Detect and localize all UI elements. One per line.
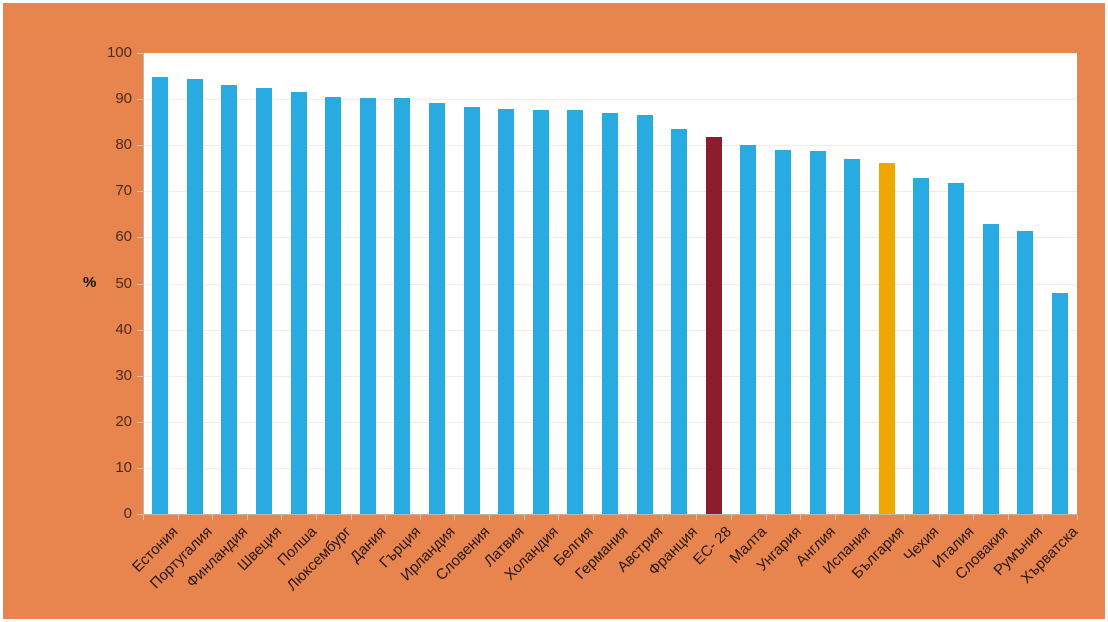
y-axis-tick [137, 191, 143, 193]
x-axis-tick [558, 515, 560, 520]
bar-Финландия [221, 85, 238, 514]
y-axis-tick [137, 467, 143, 469]
x-axis-tick [488, 515, 490, 520]
bar-Холандия [532, 109, 549, 514]
bar-Австрия [636, 114, 653, 514]
y-tick-label-100: 100 [106, 44, 132, 61]
x-axis-line [143, 514, 1077, 515]
bar-България [878, 162, 895, 514]
x-axis-tick [143, 515, 144, 520]
bar-Ирландия [429, 102, 446, 514]
bar-Словакия [982, 223, 999, 514]
x-axis-tick [834, 515, 836, 520]
bar-Дания [359, 98, 376, 514]
y-tick-label-10: 10 [115, 458, 132, 476]
x-axis-tick [731, 515, 733, 520]
x-axis-tick [1007, 515, 1009, 520]
x-axis-tick [938, 515, 940, 520]
bar-Франция [671, 129, 688, 514]
y-axis-tick [137, 53, 143, 54]
x-axis-tick [904, 515, 906, 520]
x-axis-tick [1042, 515, 1044, 520]
y-axis-line [143, 53, 144, 514]
y-axis-title: % [83, 273, 97, 291]
bar-Швеция [256, 88, 273, 514]
bar-Латвия [498, 109, 515, 514]
x-axis-tick [1077, 515, 1078, 520]
y-tick-label-0: 0 [123, 505, 132, 522]
x-axis-tick [454, 515, 456, 520]
bar-Испания [844, 158, 861, 514]
x-axis-tick [385, 515, 387, 520]
y-tick-label-70: 70 [115, 182, 132, 200]
y-tick-label-50: 50 [115, 274, 132, 292]
bar-Словения [463, 107, 480, 514]
bar-Хърватска [1051, 292, 1068, 514]
x-axis-tick [869, 515, 871, 520]
bar-Румъния [1017, 230, 1034, 514]
bar-Гърция [394, 98, 411, 514]
x-axis-tick [800, 515, 802, 520]
y-axis-tick [137, 237, 143, 239]
bar-Люксембург [325, 97, 342, 514]
bar-ЕС- 28 [705, 137, 722, 514]
x-axis-tick [177, 515, 179, 520]
bar-Естония [152, 76, 169, 514]
x-axis-tick [592, 515, 594, 520]
y-axis-tick [137, 421, 143, 423]
x-axis-tick [212, 515, 214, 520]
bar-Англия [809, 150, 826, 514]
x-axis-tick [661, 515, 663, 520]
y-axis-tick [137, 283, 143, 285]
y-tick-label-60: 60 [115, 228, 132, 246]
y-tick-label-80: 80 [115, 136, 132, 154]
x-axis-tick [281, 515, 283, 520]
bar-Унгария [774, 150, 791, 514]
y-axis-tick [137, 329, 143, 331]
x-axis-tick [973, 515, 975, 520]
x-axis-tick [315, 515, 317, 520]
x-axis-tick [350, 515, 352, 520]
bar-Малта [740, 145, 757, 514]
x-axis-tick [765, 515, 767, 520]
plot-area [143, 53, 1077, 514]
y-axis-tick [137, 99, 143, 101]
bar-Германия [602, 113, 618, 514]
y-tick-label-40: 40 [115, 320, 132, 338]
y-tick-label-90: 90 [115, 90, 132, 108]
y-axis-tick [137, 514, 143, 515]
chart-background: % 0 10 20 30 40 50 60 70 80 90 100 Естония Португали… [3, 3, 1105, 619]
gridline-90 [143, 99, 1077, 101]
y-tick-label-20: 20 [115, 412, 132, 430]
x-axis-tick [627, 515, 629, 520]
bar-Полша [290, 91, 307, 514]
x-axis-tick [246, 515, 248, 520]
bar-Чехия [913, 178, 930, 514]
category-label-ЕС- 28: ЕС- 28 [690, 523, 736, 569]
y-axis-tick [137, 145, 143, 147]
bar-Португалия [186, 78, 203, 514]
y-axis-tick [137, 375, 143, 377]
bar-Италия [947, 183, 964, 514]
y-tick-label-30: 30 [115, 366, 132, 384]
bar-Белгия [567, 110, 584, 514]
x-axis-tick [419, 515, 421, 520]
x-axis-tick [696, 515, 698, 520]
x-axis-tick [523, 515, 525, 520]
